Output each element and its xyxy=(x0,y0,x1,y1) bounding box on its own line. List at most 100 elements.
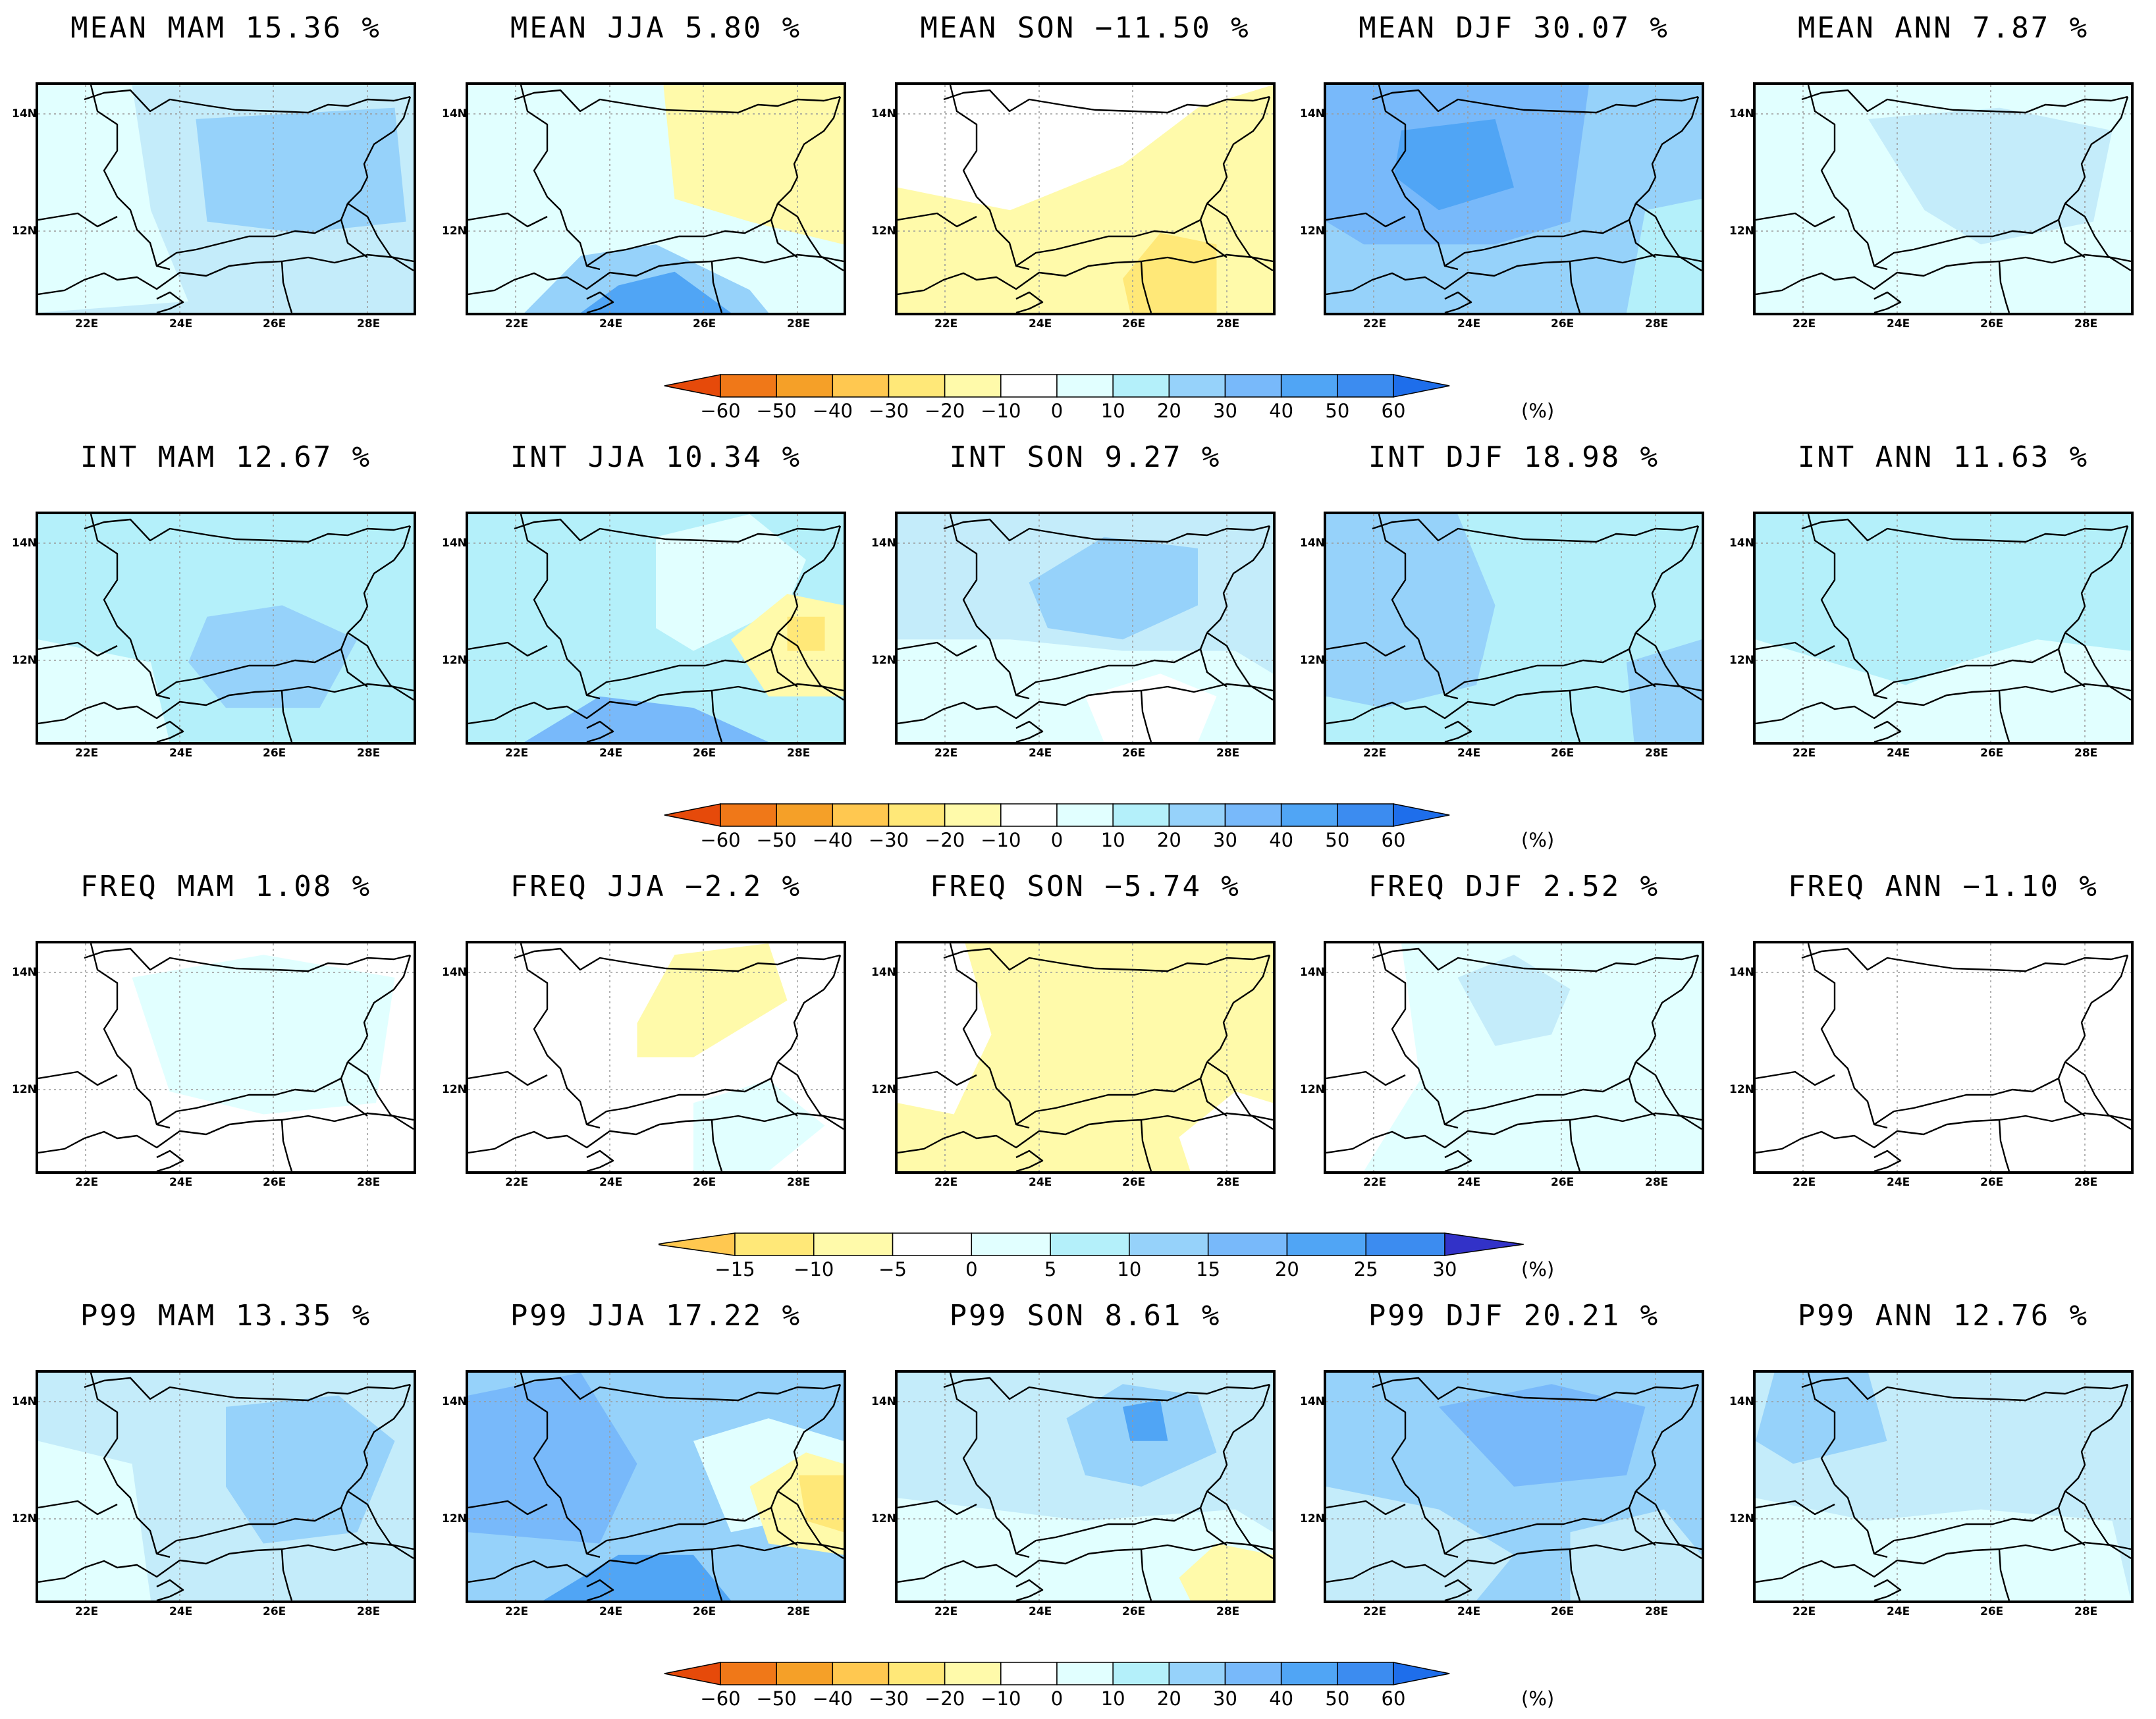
latitude-label: 12N xyxy=(1729,654,1754,667)
map-canvas xyxy=(1756,514,2131,742)
longitude-label: 26E xyxy=(693,1605,716,1618)
gridlines xyxy=(468,943,844,1171)
anomaly-region xyxy=(1326,514,1496,708)
colorbar-label: 0 xyxy=(965,1258,978,1281)
gridlines xyxy=(38,514,414,742)
map-canvas xyxy=(898,943,1273,1171)
latitude-label: 14N xyxy=(12,966,37,979)
colorbar-label: 20 xyxy=(1156,829,1181,851)
colorbar-swatch xyxy=(1337,803,1394,827)
country-borders xyxy=(898,85,1273,313)
longitude-label: 24E xyxy=(169,1176,193,1189)
colorbar-swatch xyxy=(1056,803,1114,827)
map-panel xyxy=(466,941,846,1174)
colorbar-label: −5 xyxy=(878,1258,907,1281)
latitude-label: 14N xyxy=(871,1395,896,1408)
longitude-label: 28E xyxy=(357,1605,381,1618)
colorbar-scale xyxy=(664,803,1450,827)
panel-title: MEAN ANN 7.87 % xyxy=(1797,11,2089,45)
longitude-label: 24E xyxy=(599,1176,623,1189)
latitude-label: 14N xyxy=(1729,966,1754,979)
colorbar-label: 30 xyxy=(1213,1687,1237,1710)
colorbar-label: 40 xyxy=(1269,829,1294,851)
colorbar-swatch xyxy=(1112,374,1170,398)
latitude-label: 12N xyxy=(1729,1512,1754,1525)
longitude-label: 22E xyxy=(934,747,958,760)
anomaly-region xyxy=(38,1441,151,1600)
longitude-label: 24E xyxy=(599,747,623,760)
country-borders xyxy=(38,85,414,313)
colorbar-swatch xyxy=(832,1662,890,1685)
country-borders xyxy=(38,943,414,1171)
colorbar-label: −50 xyxy=(756,829,797,851)
latitude-label: 14N xyxy=(442,537,467,550)
colorbar-arrow-right xyxy=(1444,1232,1524,1256)
longitude-label: 22E xyxy=(1792,1176,1816,1189)
colorbar-label: −20 xyxy=(925,829,965,851)
panel-title: P99 SON 8.61 % xyxy=(949,1299,1222,1333)
colorbar-arrow-right xyxy=(1393,374,1450,398)
colorbar-scale xyxy=(664,1662,1450,1685)
longitude-label: 24E xyxy=(599,1605,623,1618)
colorbar-label: 10 xyxy=(1117,1258,1142,1281)
longitude-label: 22E xyxy=(1792,317,1816,331)
longitude-label: 28E xyxy=(357,317,381,331)
latitude-label: 14N xyxy=(12,537,37,550)
colorbar-swatch xyxy=(776,374,834,398)
map-panel xyxy=(1753,1370,2134,1603)
longitude-label: 22E xyxy=(505,317,529,331)
gridlines xyxy=(468,514,844,742)
map-canvas xyxy=(1326,1373,1702,1600)
anomaly-region xyxy=(898,1498,1273,1600)
longitude-label: 22E xyxy=(75,1176,99,1189)
country-borders xyxy=(1756,1373,2131,1600)
colorbar-label: 20 xyxy=(1274,1258,1299,1281)
colorbar-label: −40 xyxy=(812,829,853,851)
colorbar-swatch xyxy=(1112,803,1170,827)
latitude-label: 12N xyxy=(1300,1512,1325,1525)
latitude-label: 12N xyxy=(442,654,467,667)
colorbar-label: −10 xyxy=(981,829,1021,851)
colorbar-swatch xyxy=(1280,374,1338,398)
colorbar-label: 60 xyxy=(1381,400,1406,422)
map-canvas xyxy=(1326,514,1702,742)
longitude-label: 24E xyxy=(1457,747,1481,760)
longitude-label: 26E xyxy=(1551,317,1575,331)
latitude-label: 12N xyxy=(1300,225,1325,238)
panel-title: P99 JJA 17.22 % xyxy=(510,1299,802,1333)
longitude-label: 26E xyxy=(263,1605,286,1618)
longitude-label: 26E xyxy=(1122,1176,1146,1189)
country-borders xyxy=(468,1373,844,1600)
map-canvas xyxy=(1756,943,2131,1171)
anomaly-region xyxy=(1029,537,1198,640)
gridlines xyxy=(1756,514,2131,742)
map-panel xyxy=(36,941,416,1174)
latitude-label: 14N xyxy=(1300,537,1325,550)
longitude-label: 24E xyxy=(1887,317,1910,331)
map-canvas xyxy=(898,1373,1273,1600)
longitude-label: 22E xyxy=(505,1176,529,1189)
latitude-label: 14N xyxy=(1729,107,1754,120)
colorbar-swatch xyxy=(720,374,777,398)
panel-title: P99 MAM 13.35 % xyxy=(80,1299,372,1333)
colorbar-label: 40 xyxy=(1269,400,1294,422)
map-canvas xyxy=(898,514,1273,742)
anomaly-region xyxy=(132,955,395,1115)
longitude-label: 24E xyxy=(169,317,193,331)
colorbar-swatch xyxy=(888,803,946,827)
longitude-label: 28E xyxy=(1216,1605,1240,1618)
gridlines xyxy=(468,85,844,313)
longitude-label: 26E xyxy=(1122,747,1146,760)
longitude-label: 24E xyxy=(1887,1176,1910,1189)
colorbar-swatch xyxy=(1337,1662,1394,1685)
colorbar-label: −60 xyxy=(700,400,741,422)
panel-title: INT MAM 12.67 % xyxy=(80,440,372,474)
longitude-label: 28E xyxy=(787,747,811,760)
longitude-label: 28E xyxy=(2074,1176,2098,1189)
colorbar-swatch xyxy=(888,374,946,398)
colorbar-label: −30 xyxy=(868,829,909,851)
longitude-label: 24E xyxy=(169,747,193,760)
colorbar-swatch xyxy=(734,1232,815,1256)
colorbar-arrow-left xyxy=(664,803,721,827)
country-borders xyxy=(38,514,414,742)
